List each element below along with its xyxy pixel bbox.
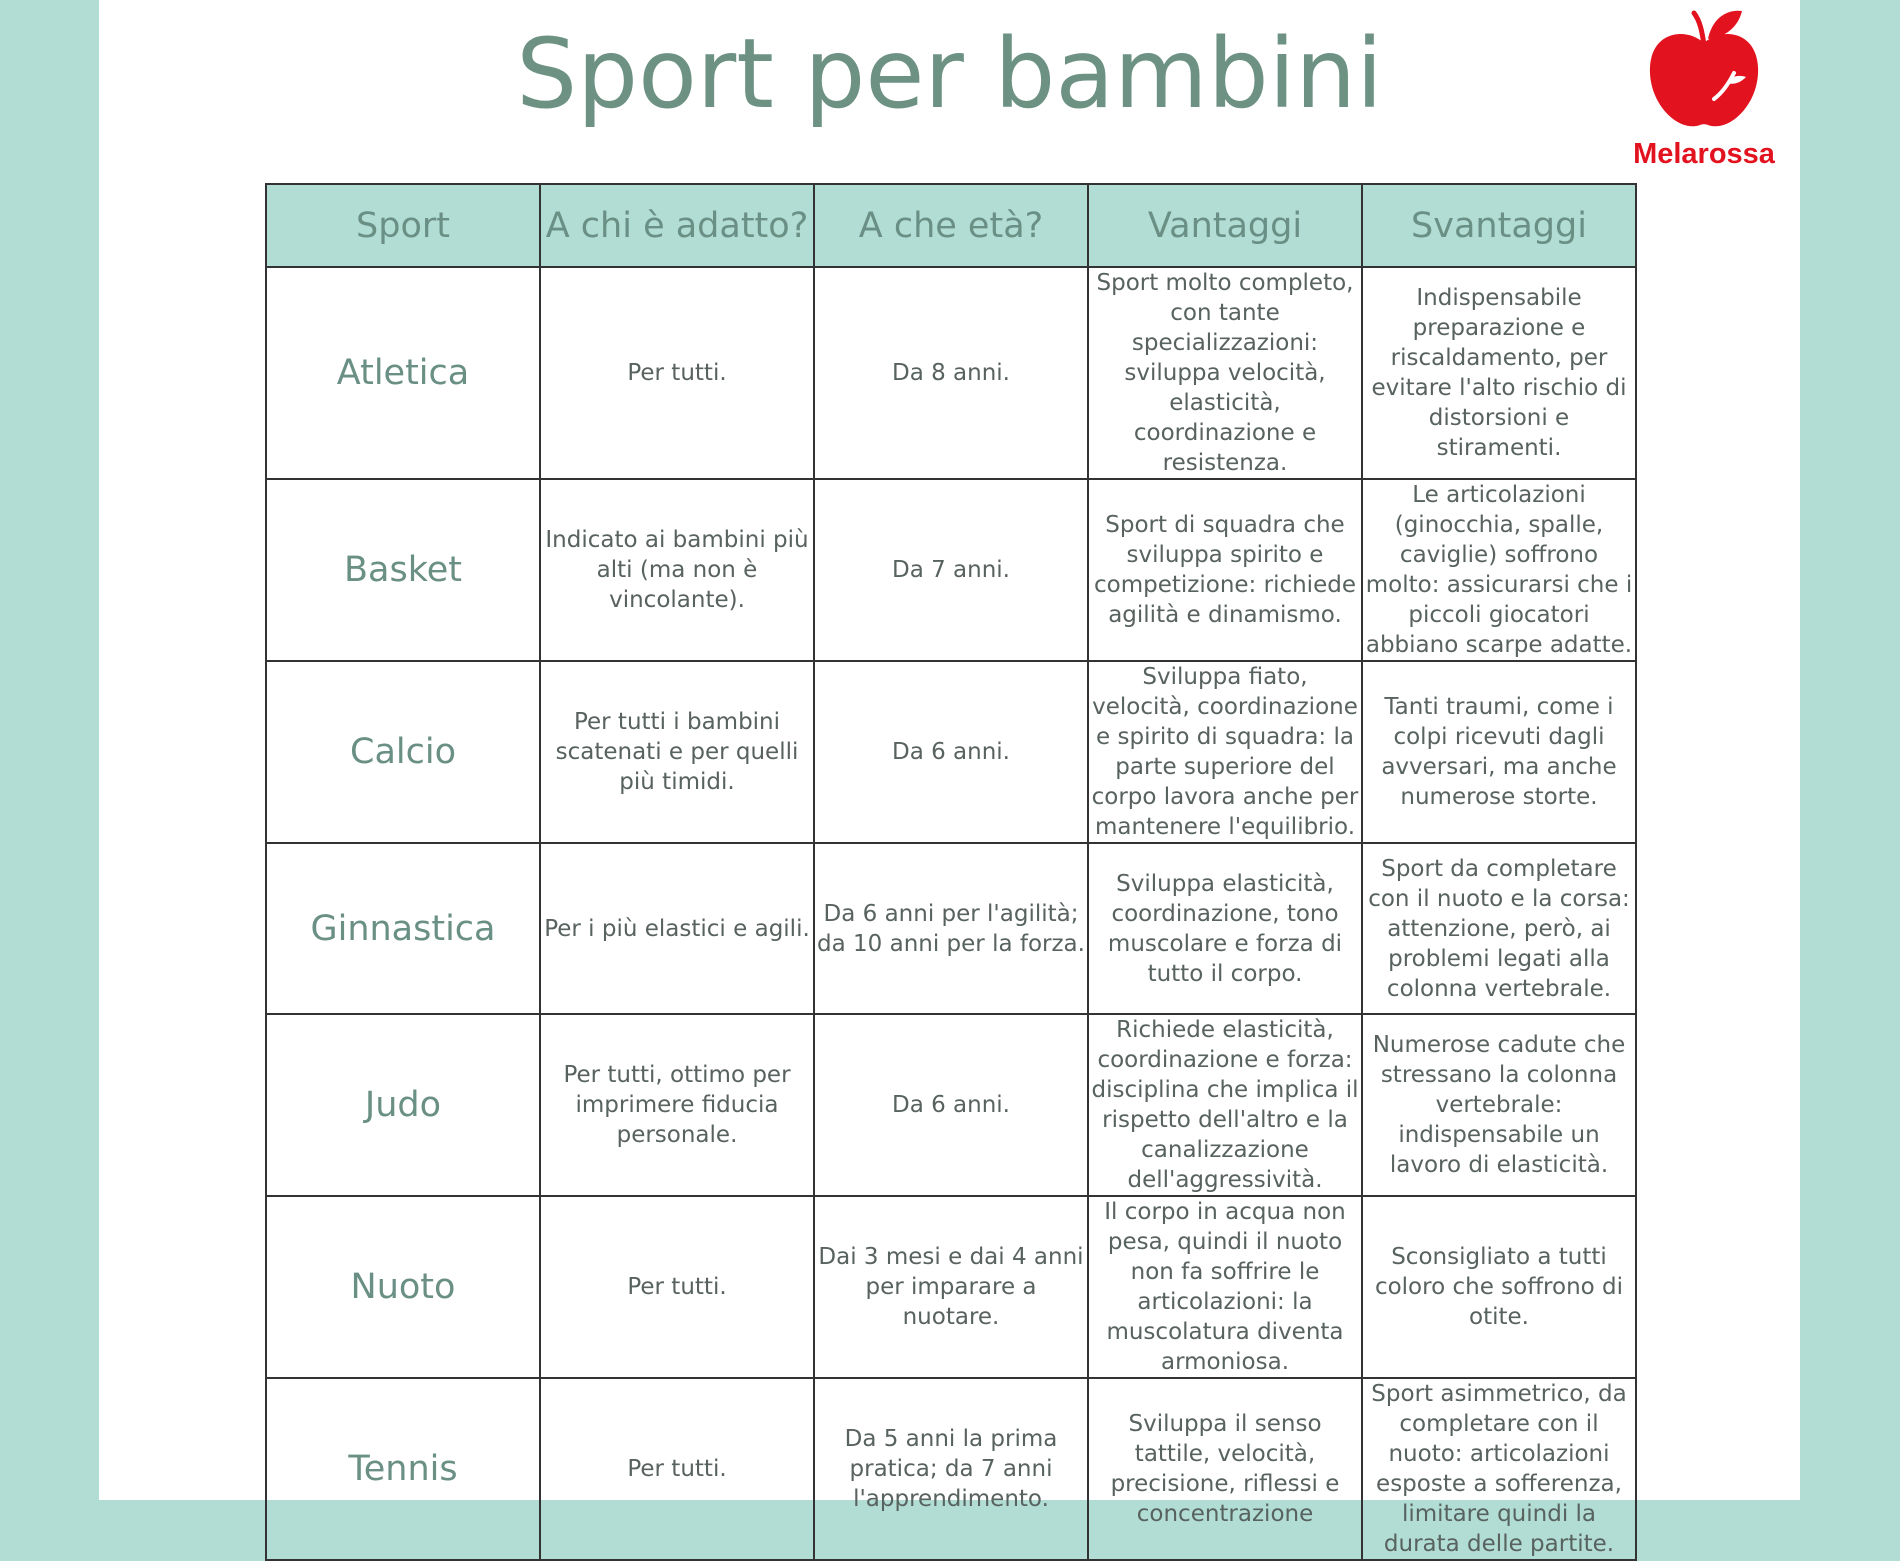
table-row: Nuoto Per tutti. Dai 3 mesi e dai 4 anni… [265, 1195, 1637, 1379]
suitable-cell: Indicato ai bambini più alti (ma non è v… [539, 478, 815, 662]
table-row: Atletica Per tutti. Da 8 anni. Sport mol… [265, 266, 1637, 480]
table-row: Calcio Per tutti i bambini scatenati e p… [265, 660, 1637, 844]
brand-name: Melarossa [1633, 138, 1775, 170]
sport-name: Tennis [265, 1377, 541, 1561]
suitable-cell: Per tutti. [539, 1195, 815, 1379]
table-header-row: Sport A chi è adatto? A che età? Vantagg… [265, 183, 1637, 268]
age-cell: Da 6 anni. [813, 660, 1089, 844]
sports-table: Sport A chi è adatto? A che età? Vantagg… [265, 183, 1637, 1561]
advantages-cell: Il corpo in acqua non pesa, quindi il nu… [1087, 1195, 1363, 1379]
red-apple-icon [1649, 10, 1759, 127]
suitable-cell: Per tutti, ottimo per imprimere fiducia … [539, 1013, 815, 1197]
advantages-cell: Sviluppa il senso tattile, velocità, pre… [1087, 1377, 1363, 1561]
table-row: Tennis Per tutti. Da 5 anni la prima pra… [265, 1377, 1637, 1561]
disadvantages-cell: Numerose cadute che stressano la colonna… [1361, 1013, 1637, 1197]
disadvantages-cell: Sport asimmetrico, da completare con il … [1361, 1377, 1637, 1561]
advantages-cell: Sviluppa fiato, velocità, coordinazione … [1087, 660, 1363, 844]
table-row: Ginnastica Per i più elastici e agili. D… [265, 842, 1637, 1015]
header-sport: Sport [265, 183, 541, 268]
age-cell: Da 7 anni. [813, 478, 1089, 662]
brand-logo: Melarossa [1604, 5, 1804, 170]
sport-name: Ginnastica [265, 842, 541, 1015]
suitable-cell: Per tutti. [539, 266, 815, 480]
suitable-cell: Per i più elastici e agili. [539, 842, 815, 1015]
sport-name: Calcio [265, 660, 541, 844]
disadvantages-cell: Sport da completare con il nuoto e la co… [1361, 842, 1637, 1015]
sport-name: Judo [265, 1013, 541, 1197]
infographic-sheet: Sport per bambini Melarossa Sport A chi … [99, 0, 1800, 1561]
table-row: Judo Per tutti, ottimo per imprimere fid… [265, 1013, 1637, 1197]
sport-name: Nuoto [265, 1195, 541, 1379]
advantages-cell: Sport molto completo, con tante speciali… [1087, 266, 1363, 480]
advantages-cell: Sport di squadra che sviluppa spirito e … [1087, 478, 1363, 662]
header-advantages: Vantaggi [1087, 183, 1363, 268]
advantages-cell: Richiede elasticità, coordinazione e for… [1087, 1013, 1363, 1197]
disadvantages-cell: Le articolazioni (ginocchia, spalle, cav… [1361, 478, 1637, 662]
suitable-cell: Per tutti. [539, 1377, 815, 1561]
advantages-cell: Sviluppa elasticità, coordinazione, tono… [1087, 842, 1363, 1015]
sport-name: Atletica [265, 266, 541, 480]
age-cell: Dai 3 mesi e dai 4 anni per imparare a n… [813, 1195, 1089, 1379]
disadvantages-cell: Sconsigliato a tutti coloro che soffrono… [1361, 1195, 1637, 1379]
disadvantages-cell: Indispensabile preparazione e riscaldame… [1361, 266, 1637, 480]
sport-name: Basket [265, 478, 541, 662]
age-cell: Da 8 anni. [813, 266, 1089, 480]
table-row: Basket Indicato ai bambini più alti (ma … [265, 478, 1637, 662]
header-age: A che età? [813, 183, 1089, 268]
age-cell: Da 5 anni la prima pratica; da 7 anni l'… [813, 1377, 1089, 1561]
header-disadvantages: Svantaggi [1361, 183, 1637, 268]
age-cell: Da 6 anni. [813, 1013, 1089, 1197]
suitable-cell: Per tutti i bambini scatenati e per quel… [539, 660, 815, 844]
header-suitable-for: A chi è adatto? [539, 183, 815, 268]
age-cell: Da 6 anni per l'agilità; da 10 anni per … [813, 842, 1089, 1015]
disadvantages-cell: Tanti traumi, come i colpi ricevuti dagl… [1361, 660, 1637, 844]
page-title: Sport per bambini [516, 18, 1383, 130]
